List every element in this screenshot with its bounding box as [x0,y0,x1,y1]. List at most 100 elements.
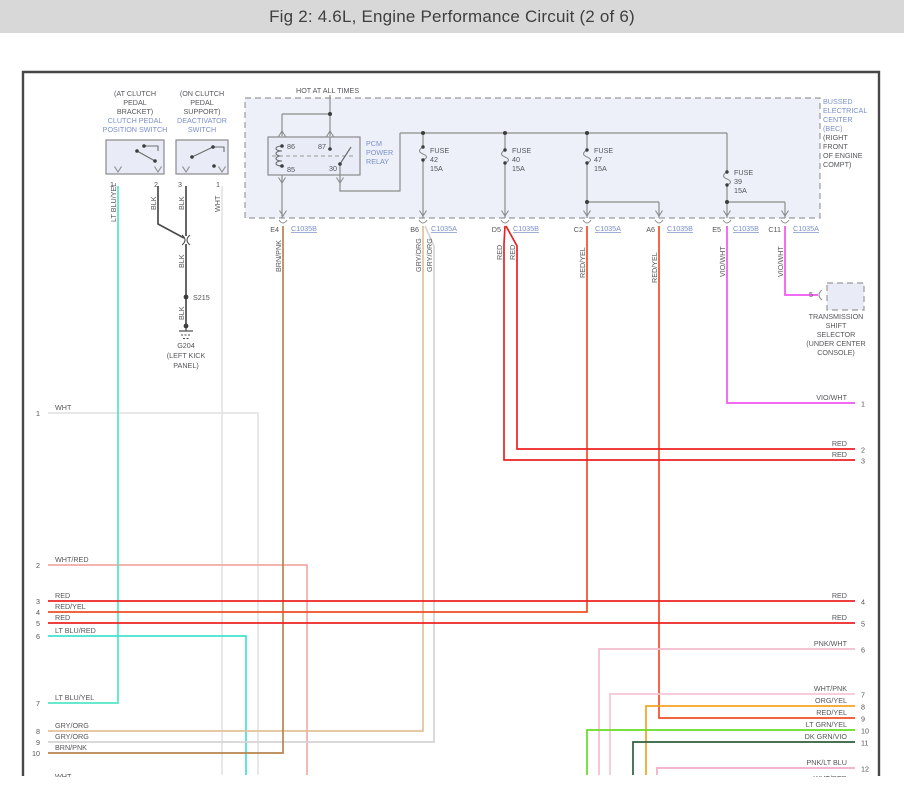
junction-dot [212,164,216,168]
right-edge-number: 2 [861,446,865,455]
wire-org-yel [645,705,855,775]
wire-label-red-2: RED [508,245,517,260]
junction-dot [183,294,189,300]
conn-pin-c11: C11 [768,225,781,234]
pin-2: 2 [154,180,158,189]
junction-dot [421,131,425,135]
left-edge-number: 1 [36,409,40,418]
label: (UNDER CENTER [806,339,866,348]
left-wire-label: RED/YEL [55,602,86,611]
conn-pin-e4: E4 [270,225,279,234]
conn-b6: C1035A [431,224,457,233]
deactivator-switch-name: DEACTIVATOR [177,116,227,125]
junction-dot [183,323,189,329]
label: CONSOLE) [817,348,855,357]
left-wire-label: GRY/ORG [55,721,89,730]
label: 39 [734,177,742,186]
left-wire-label: WHT [55,772,72,781]
wire-red-yel-a6 [658,226,855,719]
conn-d5: C1035B [513,224,539,233]
pin-3: 3 [178,180,182,189]
conn-pin-a6: A6 [646,225,655,234]
relay-pin-87: 87 [318,142,326,151]
connector-cup-icon [780,219,790,224]
label: SHIFT [826,321,847,330]
connector-cup-icon [278,219,288,224]
conn-c2: C1035A [595,224,621,233]
wire-dk-grn-vio [632,741,855,775]
fuse42-element [418,146,428,161]
junction-dot [585,131,589,135]
label: POWER [366,148,393,157]
inline-connector-left [181,234,186,246]
wire-blk-pin2 [157,186,185,239]
right-wire-label: PNK/WHT [814,639,848,648]
label: 15A [512,164,525,173]
left-wire-label: LT BLU/RED [55,626,96,635]
label: BRACKET) [117,107,153,116]
clutch-pedal-position-switch-box [105,139,165,175]
connector-cup-icon [418,219,428,224]
label: SELECTOR [817,330,856,339]
junction-dot [280,164,284,168]
right-edge-number: 6 [861,646,865,655]
left-edge-number: 6 [36,632,40,641]
wire-vio-wht-c11 [784,226,818,296]
junction-dot [725,200,729,204]
right-wire-label: LT GRN/YEL [806,720,847,729]
label: (LEFT KICK [167,351,206,360]
right-edge-number: 1 [861,400,865,409]
right-wire-label: RED/YEL [816,708,847,717]
arrow-down-icon [218,166,226,174]
label: 15A [594,164,607,173]
junction-dot [421,158,425,162]
conn-a6: C1035B [667,224,693,233]
junction-dot [328,112,332,116]
junction-dot [135,149,139,153]
wire-wht-pnk [609,693,855,775]
right-edge-number: 8 [861,703,865,712]
conn-pin-b6: B6 [410,225,419,234]
label: COMPT) [823,160,851,169]
transmission-name: TRANSMISSION [809,312,864,321]
arrow-down-icon [655,210,663,218]
relay-pin-86: 86 [287,142,295,151]
fuse-39: FUSE [734,168,753,177]
transmission-pin-cup [818,289,823,301]
arrow-down-icon [781,210,789,218]
label: SWITCH [188,125,216,134]
inline-connector-right [186,234,191,246]
label: (BEC) [823,124,843,133]
switch1-blade [136,150,156,162]
switch1-contact [144,145,159,151]
right-edge-number: 10 [861,727,869,736]
junction-dot [585,161,589,165]
label: RELAY [366,157,389,166]
diagram-border [21,70,881,776]
junction-dot [280,144,284,148]
arrow-down-icon [154,166,162,174]
left-wire-label: GRY/ORG [55,732,89,741]
left-edge-number: 10 [32,749,40,758]
label: PANEL) [173,361,198,370]
figure-title-bar: Fig 2: 4.6L, Engine Performance Circuit … [0,0,904,33]
right-wire-label: VIO/WHT [816,393,847,402]
label: 47 [594,155,602,164]
arrow-down-icon [419,210,427,218]
wire-label-brn-pnk: BRN/PNK [274,240,283,272]
left-wire-label: RED [55,591,70,600]
junction-dot [211,145,215,149]
right-edge-number: 7 [861,691,865,700]
deactivator-switch-location: (ON CLUTCH [180,89,224,98]
right-wire-label: RED [832,450,847,459]
fuse47-element [582,149,592,164]
fuse-42: FUSE [430,146,449,155]
right-wire-label: WHT/PNK [814,684,847,693]
right-edge-number: 5 [861,620,865,629]
clutch-switch-location: (AT CLUTCH [114,89,156,98]
left-edge-number: 7 [36,699,40,708]
conn-pin-c2: C2 [574,225,583,234]
relay-pin-85: 85 [287,165,295,174]
right-wire-label: RED [832,591,847,600]
